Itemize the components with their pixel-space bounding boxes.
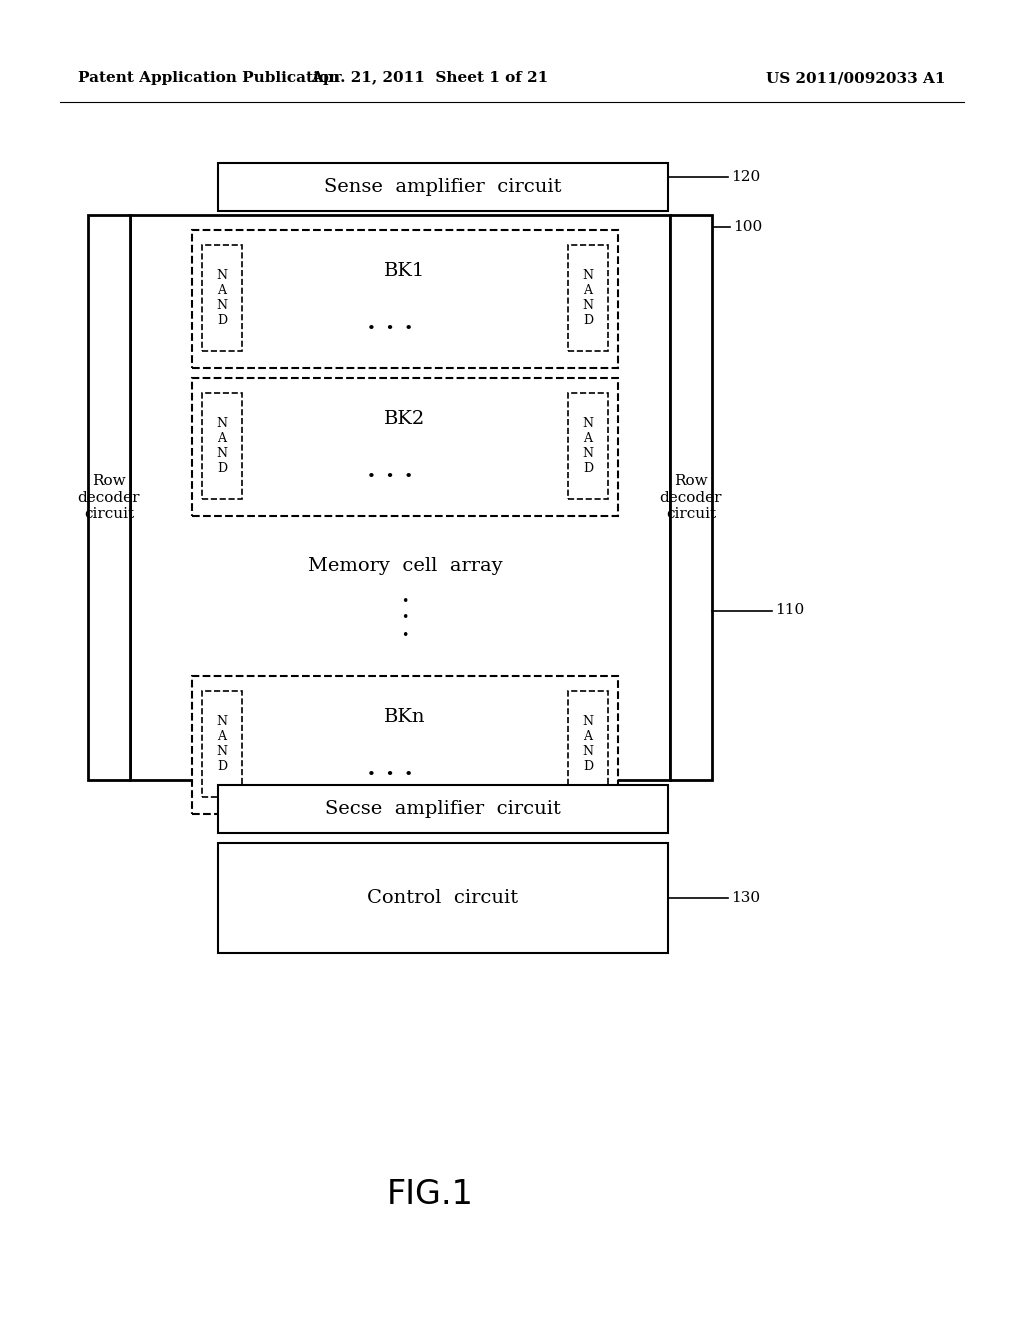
Bar xyxy=(202,690,242,797)
Text: FIG.1: FIG.1 xyxy=(387,1179,473,1212)
Bar xyxy=(670,215,712,780)
Text: Memory  cell  array: Memory cell array xyxy=(307,557,503,576)
Text: Row
decoder
circuit: Row decoder circuit xyxy=(78,474,140,520)
Text: N
A
N
D: N A N D xyxy=(583,417,594,475)
Bar xyxy=(568,393,608,499)
Text: 100: 100 xyxy=(733,220,762,234)
Text: Row
decoder
circuit: Row decoder circuit xyxy=(659,474,722,520)
Bar xyxy=(88,215,130,780)
Text: 110: 110 xyxy=(775,603,804,618)
Text: N
A
N
D: N A N D xyxy=(216,715,227,774)
Text: N
A
N
D: N A N D xyxy=(216,269,227,327)
Text: BK1: BK1 xyxy=(384,263,426,280)
Bar xyxy=(218,843,668,953)
Text: N
A
N
D: N A N D xyxy=(583,715,594,774)
Text: •: • xyxy=(401,628,409,642)
Text: •  •  •: • • • xyxy=(367,768,413,783)
Bar xyxy=(218,785,668,833)
Text: US 2011/0092033 A1: US 2011/0092033 A1 xyxy=(767,71,946,84)
Bar xyxy=(193,230,618,368)
Bar xyxy=(568,246,608,351)
Text: Control  circuit: Control circuit xyxy=(368,888,518,907)
Bar xyxy=(568,690,608,797)
Text: •: • xyxy=(401,594,409,607)
Text: •  •  •: • • • xyxy=(367,470,413,484)
Text: 120: 120 xyxy=(731,170,760,185)
Text: N
A
N
D: N A N D xyxy=(583,269,594,327)
Text: 130: 130 xyxy=(731,891,760,906)
Bar xyxy=(130,215,670,780)
Text: •: • xyxy=(401,611,409,624)
Text: N
A
N
D: N A N D xyxy=(216,417,227,475)
Text: Sense  amplifier  circuit: Sense amplifier circuit xyxy=(325,178,562,195)
Bar xyxy=(193,676,618,814)
Text: Patent Application Publication: Patent Application Publication xyxy=(78,71,340,84)
Bar xyxy=(193,378,618,516)
Bar xyxy=(218,162,668,211)
Bar xyxy=(202,246,242,351)
Text: Apr. 21, 2011  Sheet 1 of 21: Apr. 21, 2011 Sheet 1 of 21 xyxy=(311,71,549,84)
Bar xyxy=(202,393,242,499)
Text: BKn: BKn xyxy=(384,709,426,726)
Text: Secse  amplifier  circuit: Secse amplifier circuit xyxy=(325,800,561,818)
Text: •  •  •: • • • xyxy=(367,322,413,337)
Text: BK2: BK2 xyxy=(384,411,426,429)
